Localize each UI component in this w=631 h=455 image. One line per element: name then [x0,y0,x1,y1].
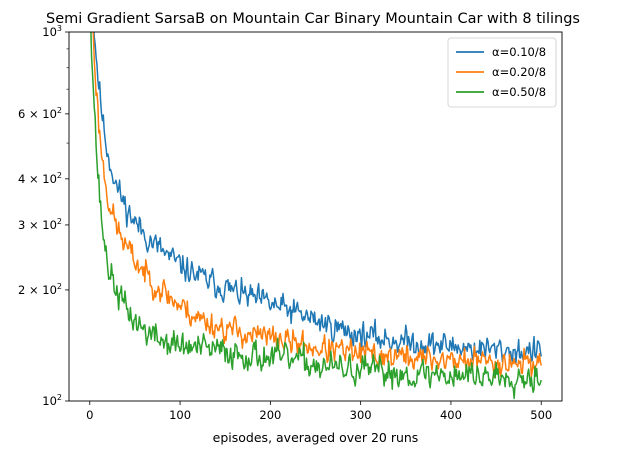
x-tick-label: 400 [440,408,462,422]
legend-box [447,37,557,108]
x-tick-label: 300 [350,408,372,422]
y-tick-label: 4 × 102 [18,171,62,186]
series-line-3 [90,32,542,400]
y-tick-label: 6 × 102 [18,106,62,121]
x-tick-label: 100 [169,408,191,422]
series-line-1 [93,32,542,364]
legend-label: α=0.10/8 [492,45,546,59]
x-tick-label: 500 [530,408,552,422]
legend-label: α=0.20/8 [492,65,546,79]
y-tick-label: 102 [42,393,62,408]
y-tick-label: 3 × 102 [18,217,62,232]
legend: α=0.10/8 α=0.20/8 α=0.50/8 [447,37,557,108]
y-axis: 102 2 × 102 3 × 102 4 × 102 6 × 102 103 [18,24,69,408]
y-tick-label: 103 [42,24,62,39]
series-layer [90,32,542,400]
x-tick-label: 200 [259,408,281,422]
y-tick-label: 2 × 102 [18,282,62,297]
chart-title: Semi Gradient SarsaB on Mountain Car Bin… [46,11,580,27]
plot-frame [68,31,563,402]
x-axis-label: episodes, averaged over 20 runs [213,430,419,445]
x-tick-label: 0 [86,408,93,422]
x-axis: 0 100 200 300 400 500 [86,401,552,422]
legend-label: α=0.50/8 [492,85,546,99]
